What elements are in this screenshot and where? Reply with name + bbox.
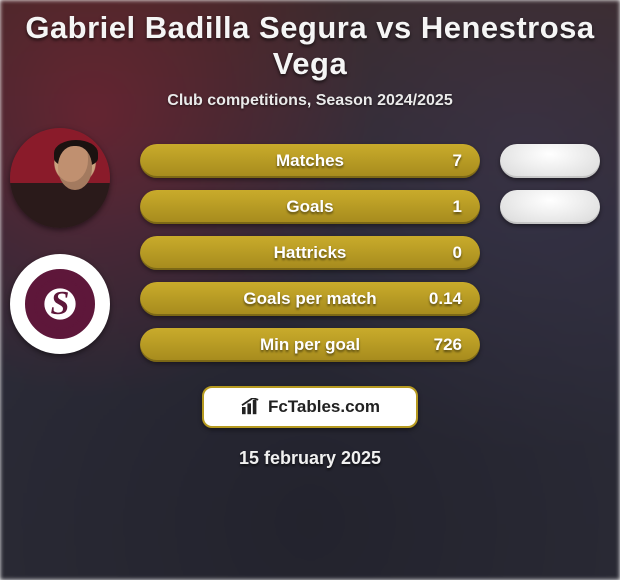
page-title: Gabriel Badilla Segura vs Henestrosa Veg… xyxy=(0,6,620,92)
opponent-pill xyxy=(500,190,600,224)
stat-value: 1 xyxy=(453,197,462,217)
stat-value: 7 xyxy=(453,151,462,171)
stat-row: Goals per match 0.14 xyxy=(0,276,620,322)
stat-row: Hattricks 0 xyxy=(0,230,620,276)
stat-bar-hattricks: Hattricks 0 xyxy=(140,236,480,270)
stat-row: Min per goal 726 xyxy=(0,322,620,368)
stat-label: Goals per match xyxy=(243,289,376,309)
stat-value: 726 xyxy=(434,335,462,355)
stat-value: 0.14 xyxy=(429,289,462,309)
stat-value: 0 xyxy=(453,243,462,263)
stat-bar-mpg: Min per goal 726 xyxy=(140,328,480,362)
subtitle: Club competitions, Season 2024/2025 xyxy=(0,92,620,110)
brand-text: FcTables.com xyxy=(268,397,380,417)
content-root: Gabriel Badilla Segura vs Henestrosa Veg… xyxy=(0,0,620,469)
stat-bar-goals: Goals 1 xyxy=(140,190,480,224)
brand-pill[interactable]: FcTables.com xyxy=(202,386,418,428)
stat-bar-matches: Matches 7 xyxy=(140,144,480,178)
date-label: 15 february 2025 xyxy=(0,448,620,469)
stat-bar-gpm: Goals per match 0.14 xyxy=(140,282,480,316)
bar-chart-icon xyxy=(240,398,262,416)
opponent-pill xyxy=(500,144,600,178)
stat-label: Matches xyxy=(276,151,344,171)
stat-label: Goals xyxy=(286,197,333,217)
stat-label: Min per goal xyxy=(260,335,360,355)
stat-label: Hattricks xyxy=(274,243,347,263)
stat-row: Goals 1 xyxy=(0,184,620,230)
stat-row: Matches 7 xyxy=(0,138,620,184)
